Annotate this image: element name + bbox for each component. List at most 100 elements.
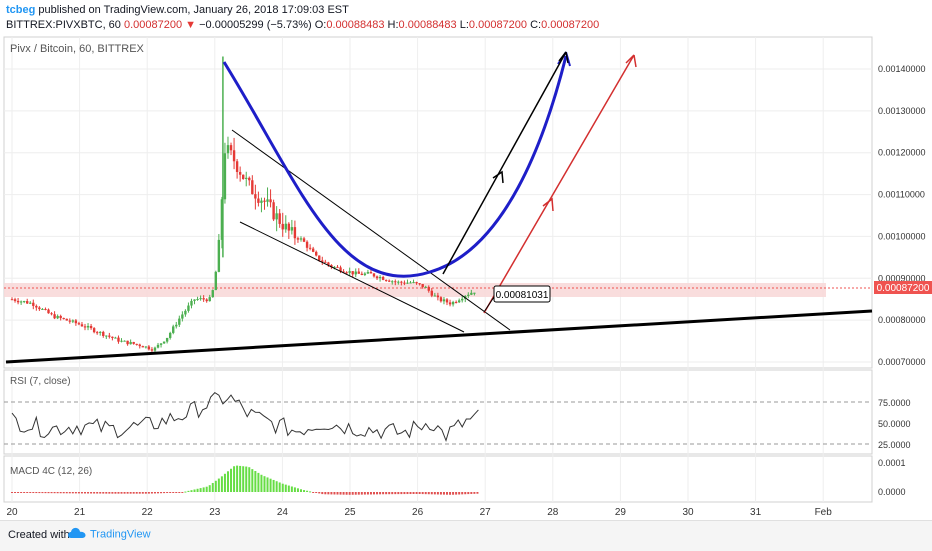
- candle-body: [141, 346, 145, 348]
- macd-bar: [29, 492, 32, 493]
- candle-body: [266, 199, 269, 202]
- macd-bar: [141, 492, 144, 494]
- candle-body: [260, 200, 263, 203]
- macd-bar: [120, 492, 123, 494]
- macd-bar: [211, 482, 214, 492]
- macd-bar: [269, 478, 272, 492]
- candle-body: [412, 282, 415, 284]
- candle-body: [89, 325, 93, 329]
- time-axis-label: 21: [74, 507, 86, 518]
- macd-bar: [187, 490, 190, 492]
- candle-body: [418, 283, 421, 285]
- macd-bar: [90, 492, 93, 494]
- macd-bar: [455, 492, 458, 495]
- tradingview-link[interactable]: TradingView: [68, 527, 151, 542]
- macd-bar: [163, 492, 166, 494]
- candle-body: [10, 299, 14, 301]
- candle-body: [16, 300, 20, 303]
- macd-axis-label: 0.0001: [878, 458, 906, 468]
- current-price-tag: [874, 281, 932, 294]
- candle-body: [150, 349, 154, 351]
- candle-body: [388, 280, 391, 282]
- macd-bar: [427, 492, 430, 495]
- macd-bar: [260, 474, 263, 492]
- price-axis-label: 0.00070000: [878, 357, 926, 367]
- candle-body: [229, 145, 233, 151]
- candle-body: [436, 295, 440, 298]
- candle-body: [190, 300, 193, 306]
- macd-bar: [421, 492, 424, 495]
- macd-bar: [254, 471, 257, 492]
- macd-bar: [412, 492, 415, 494]
- candle-body: [308, 247, 312, 249]
- candle-body: [293, 227, 297, 239]
- candle-body: [357, 271, 360, 274]
- macd-bar: [442, 492, 445, 495]
- rsi-pane[interactable]: [3, 369, 873, 455]
- candle-body: [13, 299, 17, 301]
- candle-body: [272, 202, 275, 220]
- macd-bar: [223, 473, 226, 492]
- macd-bar: [147, 492, 150, 494]
- macd-bar: [230, 468, 233, 492]
- macd-bar: [397, 492, 400, 495]
- symbol-label: BITTREX:PIVXBTC, 60: [6, 19, 121, 31]
- candle-body: [324, 261, 327, 263]
- macd-bar: [385, 492, 388, 495]
- candle-body: [284, 223, 287, 230]
- black-projection-line: [442, 51, 567, 275]
- macd-bar: [257, 472, 260, 492]
- macd-bar: [330, 492, 333, 495]
- chart-canvas[interactable]: 0.00081031 Pivx / Bitcoin, 60, BITTREX 0…: [0, 36, 932, 518]
- macd-bar: [196, 488, 199, 492]
- macd-pane[interactable]: [3, 455, 873, 503]
- macd-bar: [327, 492, 330, 495]
- macd-bar: [452, 492, 455, 495]
- author-link[interactable]: tcbeg: [6, 4, 36, 16]
- macd-bar: [214, 480, 217, 492]
- close-value: 0.00087200: [541, 19, 600, 31]
- candle-body: [269, 199, 272, 203]
- candle-body: [248, 177, 251, 181]
- macd-bar: [205, 486, 208, 492]
- macd-bar: [382, 492, 385, 495]
- candle-body: [68, 320, 71, 322]
- candle-body: [454, 301, 458, 303]
- macd-bar: [388, 492, 391, 495]
- candle-body: [427, 286, 430, 291]
- macd-bar: [315, 492, 318, 493]
- macd-bar: [62, 492, 65, 494]
- macd-bar: [175, 492, 178, 493]
- macd-bar: [309, 491, 312, 493]
- last-price: 0.00087200: [123, 19, 183, 31]
- macd-bar: [32, 492, 35, 494]
- macd-bar: [208, 485, 211, 492]
- macd-bar: [157, 492, 160, 494]
- macd-axis-label: 0.0000: [878, 487, 906, 497]
- macd-bar: [181, 492, 184, 493]
- red-mid-arrow-icon: [542, 197, 554, 212]
- macd-bar: [409, 492, 412, 495]
- annotation-box[interactable]: [493, 285, 551, 303]
- macd-histogram: [11, 465, 479, 495]
- price-pane[interactable]: [3, 36, 873, 369]
- candle-body: [400, 281, 403, 283]
- macd-bar: [372, 492, 375, 495]
- time-axis[interactable]: 20 21 22 23 24 25 26 27 28 29 30 31 Feb: [6, 507, 832, 518]
- rsi-line: [11, 391, 479, 443]
- candle-body: [47, 309, 50, 314]
- price-axis[interactable]: 0.00140000 0.00130000 0.00120000 0.00110000…: [878, 64, 926, 367]
- candle-body: [381, 276, 385, 280]
- low-label: L:: [459, 19, 469, 31]
- trendline-support: [5, 309, 873, 364]
- macd-bar: [220, 476, 223, 492]
- macd-bar: [53, 492, 56, 494]
- down-arrow-icon: ▼: [185, 19, 197, 31]
- macd-bar: [71, 492, 74, 494]
- footer: Created with TradingView: [0, 520, 932, 551]
- macd-bar: [93, 492, 96, 494]
- candle-body: [211, 290, 214, 298]
- macd-bar: [296, 488, 299, 492]
- candle-body: [394, 281, 397, 283]
- macd-bar: [41, 492, 44, 494]
